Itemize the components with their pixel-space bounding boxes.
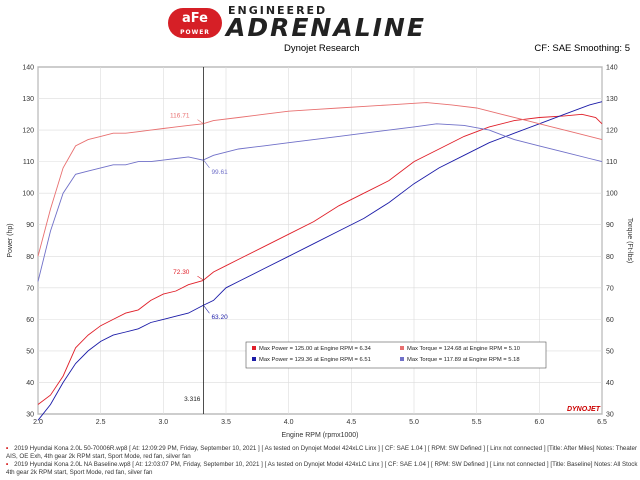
series-marker-baseline: • [6, 461, 9, 468]
y-tick-label-left: 130 [22, 96, 34, 103]
y-tick-label-left: 90 [26, 222, 34, 229]
y-tick-label-right: 120 [606, 128, 618, 135]
y-tick-label-left: 70 [26, 285, 34, 292]
legend-swatch [400, 357, 404, 361]
afe-badge-subtext: POWER [180, 29, 210, 36]
afe-badge-text: aFe [182, 11, 208, 26]
cursor-pointer [197, 119, 204, 124]
x-tick-label: 2.5 [96, 419, 106, 426]
cursor-pointer [203, 305, 210, 314]
legend-label: Max Torque = 117.89 at Engine RPM = 5.18 [407, 357, 520, 363]
dynojet-mark: DYNOJET [567, 406, 601, 413]
rpm-cursor-label: 3.316 [184, 396, 201, 403]
y-tick-label-left: 80 [26, 254, 34, 261]
x-tick-label: 5.0 [409, 419, 419, 426]
y-axis-title-left: Power (hp) [7, 223, 14, 257]
run-note-after-text: 2019 Hyundai Kona 2.0L 50-70006R.wp8 [ A… [14, 445, 638, 452]
legend-swatch [252, 346, 256, 350]
y-tick-label-left: 60 [26, 317, 34, 324]
run-note-baseline-text: 2019 Hyundai Kona 2.0L NA Baseline.wp8 [… [14, 461, 638, 468]
y-tick-label-left: 140 [22, 65, 34, 72]
y-tick-label-right: 100 [606, 191, 618, 198]
cursor-value-label: 116.71 [170, 113, 190, 120]
cursor-value-label: 72.30 [173, 269, 190, 276]
logo-wordmark: ADRENALINE [226, 13, 426, 42]
run-note-after: • 2019 Hyundai Kona 2.0L 50-70006R.wp8 [ … [6, 445, 637, 452]
cursor-value-label: 63.20 [211, 314, 228, 321]
x-tick-label: 6.0 [534, 419, 544, 426]
x-tick-label: 3.5 [221, 419, 231, 426]
x-tick-label: 4.5 [346, 419, 356, 426]
cursor-pointer [203, 159, 210, 169]
legend-label: Max Torque = 124.68 at Engine RPM = 5.10 [407, 346, 520, 352]
y-tick-label-left: 30 [26, 412, 34, 419]
legend-swatch [252, 357, 256, 361]
y-tick-label-left: 110 [23, 159, 34, 166]
y-tick-label-left: 40 [26, 380, 34, 387]
x-tick-label: 6.5 [597, 419, 607, 426]
y-tick-label-right: 60 [606, 317, 614, 324]
x-tick-label: 4.0 [284, 419, 294, 426]
series-marker-after: • [6, 445, 9, 452]
x-tick-label: 3.0 [158, 419, 168, 426]
afe-power-badge: aFe POWER [168, 8, 222, 38]
y-tick-label-left: 100 [22, 191, 34, 198]
chart-correction-info: CF: SAE Smoothing: 5 [534, 43, 630, 54]
run-note-after-cont: AIS, OE Exh, 4th gear 2k RPM start, Spor… [6, 453, 191, 460]
legend-box [245, 341, 547, 369]
x-axis-title: Engine RPM (rpmx1000) [281, 432, 358, 439]
y-tick-label-right: 140 [606, 65, 618, 72]
series-line-3 [37, 102, 603, 257]
y-tick-label-right: 110 [606, 159, 617, 166]
y-tick-label-right: 30 [606, 412, 614, 419]
logo-tagline: ENGINEERED [228, 4, 328, 17]
x-tick-label: 5.5 [472, 419, 482, 426]
legend-label: Max Power = 129.36 at Engine RPM = 6.51 [259, 357, 371, 363]
cursor-pointer [197, 275, 204, 281]
legend-label: Max Power = 125.00 at Engine RPM = 6.34 [259, 346, 372, 352]
run-note-baseline-cont: 4th gear 2k RPM start, Sport Mode, red f… [6, 469, 153, 476]
y-tick-label-right: 80 [606, 254, 614, 261]
legend-swatch [400, 346, 404, 350]
y-tick-label-left: 120 [22, 128, 34, 135]
y-tick-label-right: 90 [606, 222, 614, 229]
y-tick-label-right: 50 [606, 348, 614, 355]
y-tick-label-right: 70 [606, 285, 614, 292]
y-axis-title-right: Torque (Ft-lbs) [626, 218, 633, 264]
brand-logo: aFe POWER ENGINEERED ADRENALINE [168, 4, 488, 42]
y-tick-label-right: 40 [606, 380, 614, 387]
run-note-baseline: • 2019 Hyundai Kona 2.0L NA Baseline.wp8 … [6, 461, 638, 468]
chart-source: Dynojet Research [284, 43, 360, 54]
series-line-2 [37, 101, 603, 421]
series-line-1 [37, 113, 603, 405]
series-line-4 [37, 123, 603, 282]
y-tick-label-left: 50 [26, 348, 34, 355]
x-tick-label: 2.0 [33, 419, 43, 426]
cursor-value-label: 99.61 [211, 169, 228, 176]
y-tick-label-right: 130 [606, 96, 618, 103]
